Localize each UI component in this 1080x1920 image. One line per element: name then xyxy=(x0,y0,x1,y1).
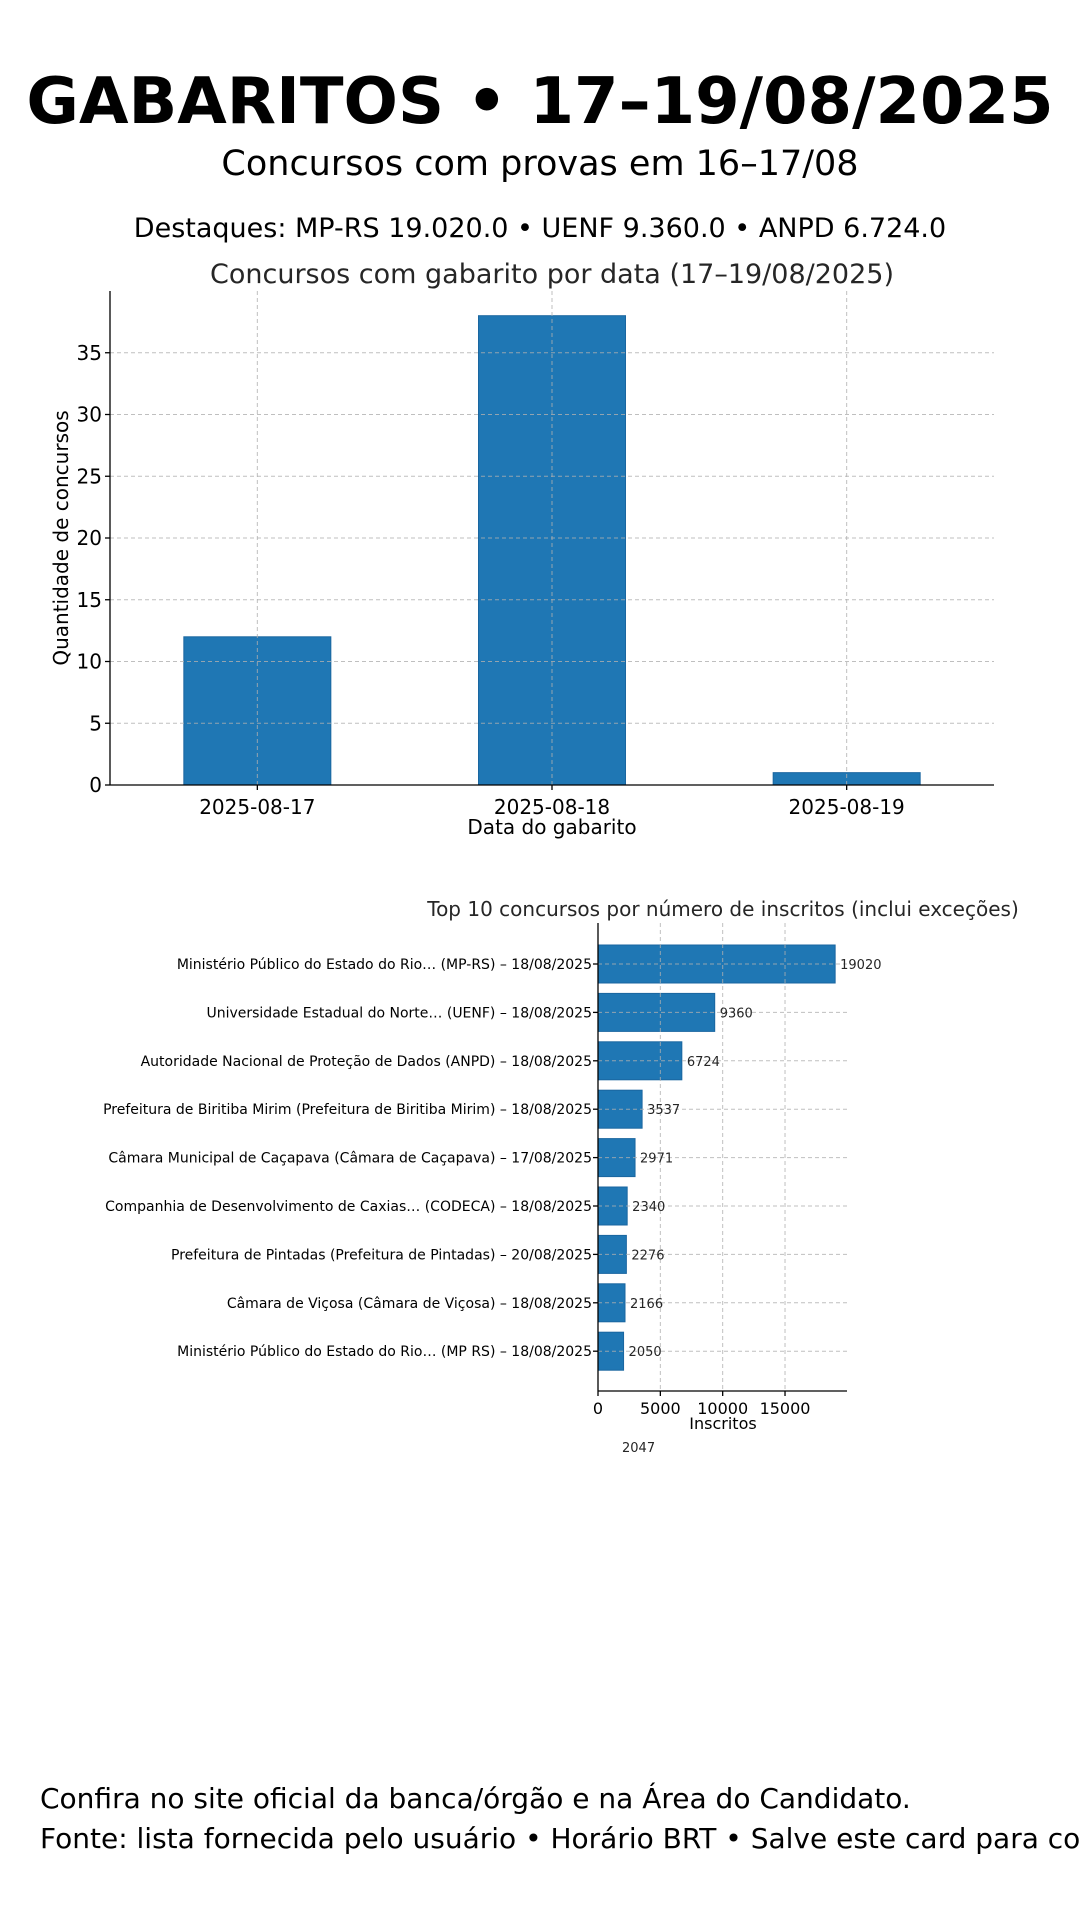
bar-value-label: 19020 xyxy=(840,958,881,973)
bar-value-label: 9360 xyxy=(720,1006,753,1021)
x-tick-label: 2025-08-18 xyxy=(494,795,610,819)
x-tick-label: 10000 xyxy=(697,1399,748,1418)
bar-value-label: 2971 xyxy=(640,1152,673,1167)
y-tick-label: Ministério Público do Estado do Rio… (MP… xyxy=(177,957,592,973)
bar-chart-by-date: Concursos com gabarito por data (17–19/0… xyxy=(49,259,994,839)
chart2-xlabel: Inscritos xyxy=(689,1414,756,1433)
bar-value-label: 2050 xyxy=(629,1345,662,1360)
y-tick-label: Ministério Público do Estado do Rio… (MP… xyxy=(177,1344,592,1360)
hbar-chart-top10: Top 10 concursos por número de inscritos… xyxy=(103,897,1019,1456)
y-tick-label: 5 xyxy=(89,711,102,735)
y-tick-label: 15 xyxy=(77,588,102,612)
bar-value-label: 3537 xyxy=(647,1103,680,1118)
x-tick-label: 2025-08-19 xyxy=(789,795,905,819)
y-tick-label: Prefeitura de Pintadas (Prefeitura de Pi… xyxy=(171,1247,592,1263)
bar-value-label: 2340 xyxy=(632,1200,665,1215)
x-tick-label: 15000 xyxy=(760,1399,811,1418)
bar-value-label: 6724 xyxy=(687,1055,720,1070)
footer-line-1: Confira no site oficial da banca/órgão e… xyxy=(40,1781,911,1815)
y-tick-label: Câmara Municipal de Caçapava (Câmara de … xyxy=(108,1151,592,1167)
bar-value-label: 2276 xyxy=(631,1248,664,1263)
x-tick-label: 5000 xyxy=(640,1399,681,1418)
y-tick-label: 35 xyxy=(77,341,102,365)
y-tick-label: Autoridade Nacional de Proteção de Dados… xyxy=(141,1054,592,1070)
chart1-title: Concursos com gabarito por data (17–19/0… xyxy=(210,259,894,290)
page-subtitle: Concursos com provas em 16–17/08 xyxy=(221,144,858,184)
overflow-value-label: 2047 xyxy=(622,1441,655,1456)
y-tick-label: Companhia de Desenvolvimento de Caxias… … xyxy=(105,1199,592,1215)
bar-value-label: 2166 xyxy=(630,1297,663,1312)
y-tick-label: 10 xyxy=(77,650,102,674)
bar xyxy=(597,992,716,1032)
y-tick-label: Câmara de Viçosa (Câmara de Viçosa) – 18… xyxy=(227,1296,592,1312)
y-tick-label: Universidade Estadual do Norte… (UENF) –… xyxy=(206,1005,592,1021)
y-tick-label: 30 xyxy=(77,403,102,427)
chart2-title: Top 10 concursos por número de inscritos… xyxy=(426,897,1019,921)
highlights-text: Destaques: MP-RS 19.020.0 • UENF 9.360.0… xyxy=(134,213,946,244)
x-tick-label: 0 xyxy=(593,1399,603,1418)
y-tick-label: 25 xyxy=(77,464,102,488)
chart1-xlabel: Data do gabarito xyxy=(467,815,636,839)
chart1-ylabel: Quantidade de concursos xyxy=(49,410,73,665)
page-title: GABARITOS • 17–19/08/2025 xyxy=(26,65,1053,139)
bar xyxy=(597,1041,683,1081)
x-tick-label: 2025-08-17 xyxy=(199,795,315,819)
y-tick-label: 20 xyxy=(77,526,102,550)
y-tick-label: Prefeitura de Biritiba Mirim (Prefeitura… xyxy=(103,1102,592,1118)
footer-line-2: Fonte: lista fornecida pelo usuário • Ho… xyxy=(40,1822,1080,1855)
y-tick-label: 0 xyxy=(89,773,102,797)
